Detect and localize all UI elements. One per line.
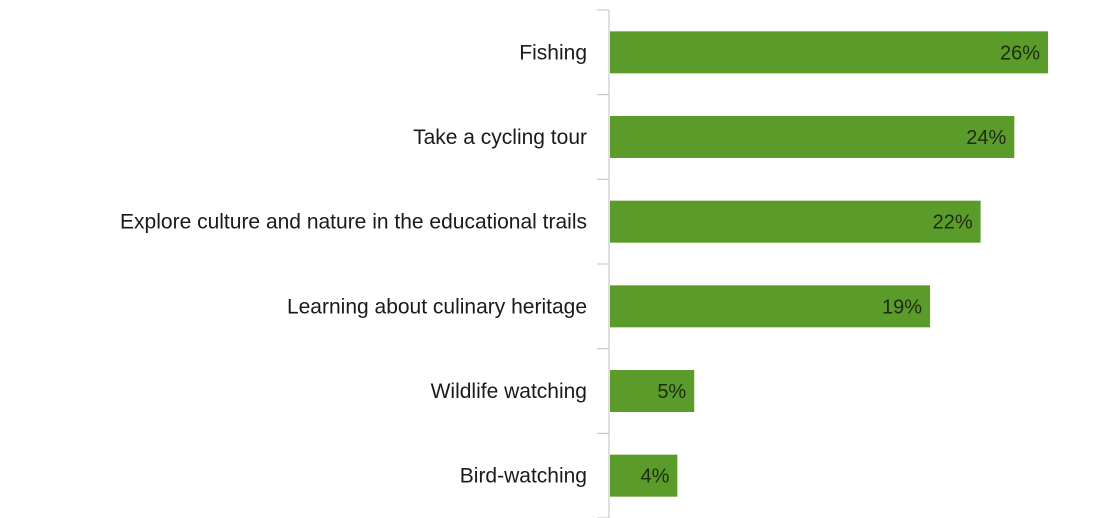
value-label: 26% <box>1000 42 1040 64</box>
bar <box>610 370 695 412</box>
bars-group <box>610 31 1048 497</box>
bar <box>610 285 931 328</box>
value-label: 4% <box>640 466 669 488</box>
category-label: Learning about culinary heritage <box>287 295 587 318</box>
bar <box>610 116 1015 158</box>
category-label: Explore culture and nature in the educat… <box>120 211 587 234</box>
value-label: 24% <box>966 127 1006 149</box>
category-labels: Fishing Take a cycling tour Explore cultur… <box>120 41 587 487</box>
value-label: 22% <box>933 212 973 234</box>
bar <box>610 200 981 243</box>
value-label: 5% <box>657 381 686 403</box>
value-label: 19% <box>882 296 922 318</box>
bar <box>610 31 1048 74</box>
category-label: Bird-watching <box>460 465 587 488</box>
category-label: Wildlife watching <box>431 380 587 403</box>
bar <box>610 454 678 497</box>
category-label: Take a cycling tour <box>413 126 587 149</box>
y-axis-ticks <box>597 9 609 518</box>
category-label: Fishing <box>519 41 587 64</box>
value-labels: 26% 24% 22% 19% 5% 4% <box>640 42 1040 487</box>
